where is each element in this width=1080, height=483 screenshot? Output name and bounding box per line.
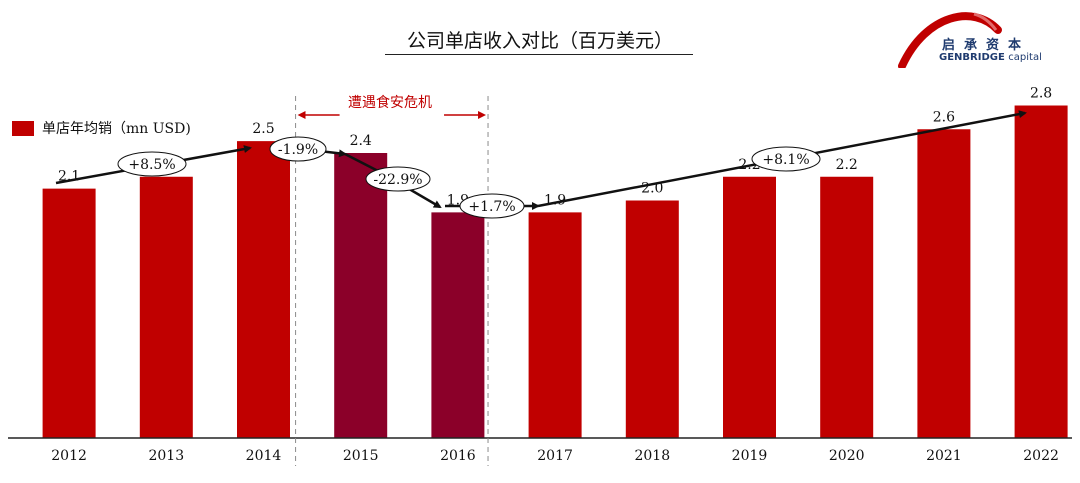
logo-chinese-text: 启承资本 [942,38,1031,53]
value-label-2021: 2.6 [933,109,955,125]
logo-arc-icon [898,12,1002,68]
growth-rate-badge-5 [751,146,821,172]
bar-2021 [917,129,971,438]
category-label-2017: 2017 [537,448,573,464]
growth-rate-label-5: +8.1% [762,152,809,168]
category-label-2015: 2015 [343,448,379,464]
legend-swatch [12,120,34,136]
growth-rate-label-1: +8.5% [128,157,175,173]
category-label-2012: 2012 [51,448,87,464]
chart-title: 公司单店收入对比（百万美元） [406,30,673,52]
category-label-2018: 2018 [634,448,670,464]
value-label-2014: 2.5 [252,121,274,137]
growth-rate-label-2: -1.9% [278,142,318,158]
category-label-2020: 2020 [829,448,865,464]
growth-rate-badge-1 [117,151,187,177]
crisis-annotation: 遭遇食安危机 [348,95,432,111]
growth-rate-badge-2 [269,136,327,162]
bar-2012 [42,188,96,438]
value-label-2020: 2.2 [836,157,858,173]
category-label-2022: 2022 [1023,448,1059,464]
category-label-2014: 2014 [246,448,282,464]
bar-2015 [334,153,388,438]
bar-2017 [528,212,582,438]
category-label-2019: 2019 [732,448,768,464]
value-label-2015: 2.4 [350,133,372,149]
value-label-2022: 2.8 [1030,86,1052,102]
genbridge-logo: 启承资本 GENBRIDGE capital [896,6,1072,68]
bar-2016 [431,212,485,438]
bar-2018 [625,200,679,438]
logo-english-sub: capital [1008,52,1042,63]
category-label-2016: 2016 [440,448,476,464]
legend: 单店年均销（mn USD) [12,118,191,138]
title-underline [385,54,693,55]
bar-2020 [820,176,874,438]
growth-rate-label-4: +1.7% [468,199,515,215]
growth-rate-label-3: -22.9% [373,172,422,188]
bar-2022 [1014,105,1068,438]
logo-english-main: GENBRIDGE [939,52,1005,63]
bar-2014 [237,141,290,438]
logo-english-text: GENBRIDGE capital [939,52,1042,63]
legend-label: 单店年均销（mn USD) [42,121,191,137]
bar-2019 [723,176,776,438]
bar-2013 [139,176,193,438]
category-label-2013: 2013 [148,448,184,464]
category-label-2021: 2021 [926,448,962,464]
growth-rate-badge-4 [459,193,525,219]
growth-rate-badge-3 [365,166,431,192]
